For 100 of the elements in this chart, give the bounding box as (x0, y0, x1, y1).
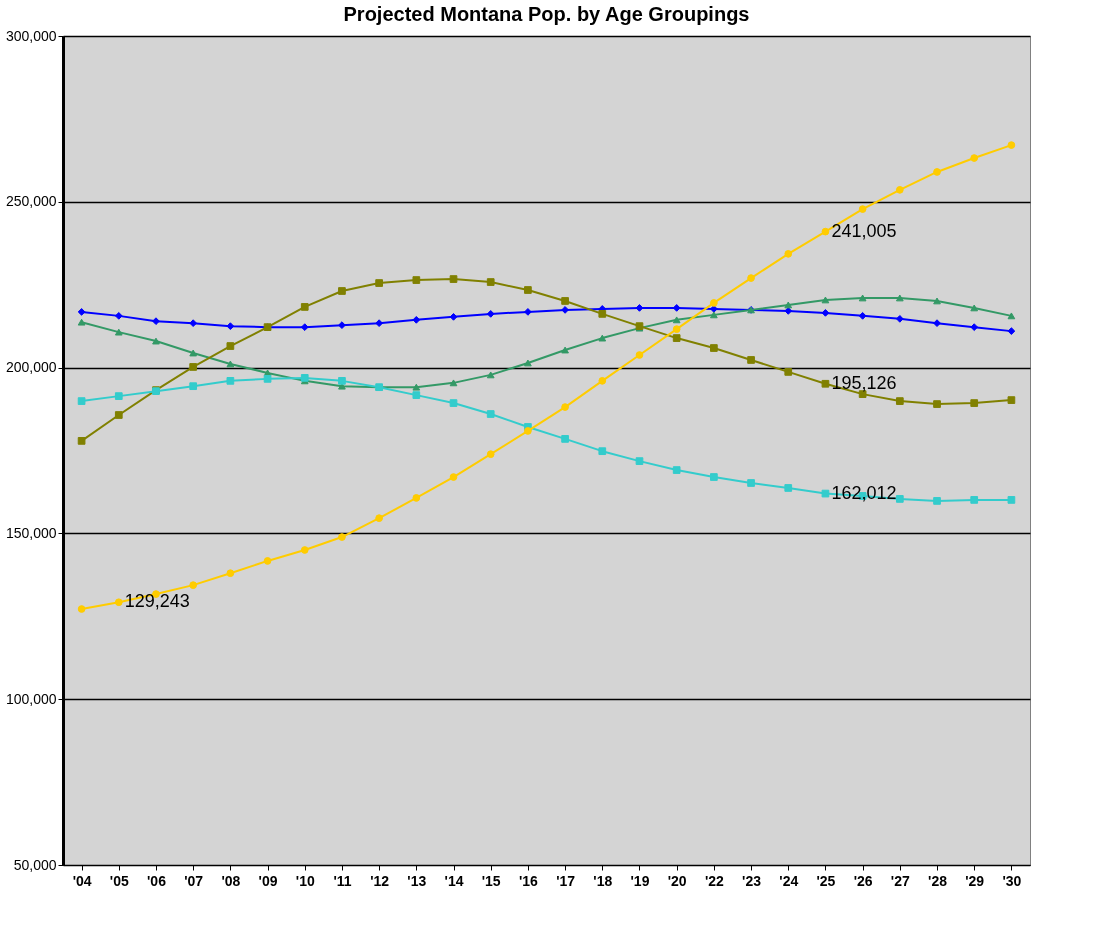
point (524, 427, 532, 435)
x-tick-label: '13 (407, 872, 427, 889)
point (449, 275, 458, 283)
point (895, 186, 904, 194)
x-tick-label: '07 (184, 872, 204, 889)
point (226, 360, 235, 368)
x-tick-label: '24 (779, 872, 799, 889)
x-tick-label: '22 (704, 872, 725, 889)
point (486, 278, 495, 286)
point (486, 371, 495, 379)
point (375, 319, 383, 328)
point (114, 598, 123, 607)
point (338, 287, 346, 295)
point (672, 466, 681, 474)
point (1007, 312, 1016, 320)
point (114, 312, 123, 320)
y-tick-label: 300,000 (5, 27, 57, 44)
data-label: 129,243 (124, 591, 190, 612)
x-tick-label: '12 (370, 872, 390, 889)
point (77, 437, 86, 445)
x-tick-label: '29 (965, 872, 985, 889)
point (598, 310, 607, 318)
point (524, 308, 532, 316)
x-tick-label: '26 (853, 872, 873, 889)
point (300, 546, 309, 554)
x-tick-label: '28 (928, 872, 948, 889)
point (561, 435, 569, 443)
x-tick-label: '08 (221, 872, 241, 889)
point (970, 496, 979, 504)
point (1007, 141, 1016, 149)
point (412, 391, 421, 399)
point (970, 399, 979, 407)
x-tick-label: '27 (890, 872, 910, 889)
point (77, 397, 86, 405)
point (226, 569, 235, 578)
point (970, 154, 979, 162)
point (263, 375, 272, 383)
point (338, 377, 346, 385)
point (486, 410, 495, 418)
x-tick-label: '14 (444, 872, 464, 889)
x-tick-label: '17 (556, 872, 576, 889)
point (189, 581, 198, 589)
point (598, 447, 607, 456)
point (524, 359, 532, 367)
point (152, 317, 160, 326)
point (189, 382, 198, 391)
point (858, 294, 867, 302)
point (486, 450, 495, 458)
point (933, 168, 941, 176)
point (1007, 396, 1016, 404)
point (412, 276, 421, 284)
point (821, 309, 830, 317)
point (895, 315, 904, 323)
point (1007, 496, 1016, 504)
point (821, 489, 830, 498)
x-tick-label: '09 (258, 872, 278, 889)
point (747, 479, 755, 487)
point (784, 307, 793, 315)
point (114, 328, 123, 336)
point (300, 303, 309, 311)
point (858, 312, 867, 320)
point (77, 308, 86, 316)
point (635, 457, 644, 465)
point (784, 301, 793, 309)
point (747, 274, 755, 282)
x-tick-label: '18 (593, 872, 613, 889)
point (449, 473, 458, 481)
x-tick-label: '04 (72, 872, 92, 889)
y-tick-label: 250,000 (5, 193, 57, 210)
point (561, 297, 569, 305)
y-tick-label: 200,000 (5, 359, 57, 376)
point (226, 322, 235, 330)
x-tick-label: '23 (742, 872, 762, 889)
x-tick-label: '16 (518, 872, 539, 889)
point (561, 306, 569, 314)
point (747, 356, 755, 364)
point (486, 310, 495, 318)
x-tick-label: '20 (667, 872, 687, 889)
point (1007, 327, 1016, 335)
point (784, 368, 793, 376)
point (189, 363, 198, 371)
x-tick-label: '10 (295, 872, 315, 889)
point (933, 319, 941, 328)
point (412, 494, 421, 502)
point (300, 323, 309, 331)
point (598, 334, 607, 342)
point (189, 319, 198, 328)
point (152, 337, 160, 345)
point (114, 392, 123, 400)
x-tick-label: '30 (1002, 872, 1022, 889)
point (821, 227, 830, 236)
point (449, 399, 458, 407)
point (263, 557, 272, 565)
point (412, 383, 421, 391)
point (114, 411, 123, 419)
point (933, 497, 941, 505)
x-tick-label: '15 (481, 872, 501, 889)
point (226, 377, 235, 385)
point (933, 400, 941, 408)
x-tick-label: '05 (109, 872, 129, 889)
